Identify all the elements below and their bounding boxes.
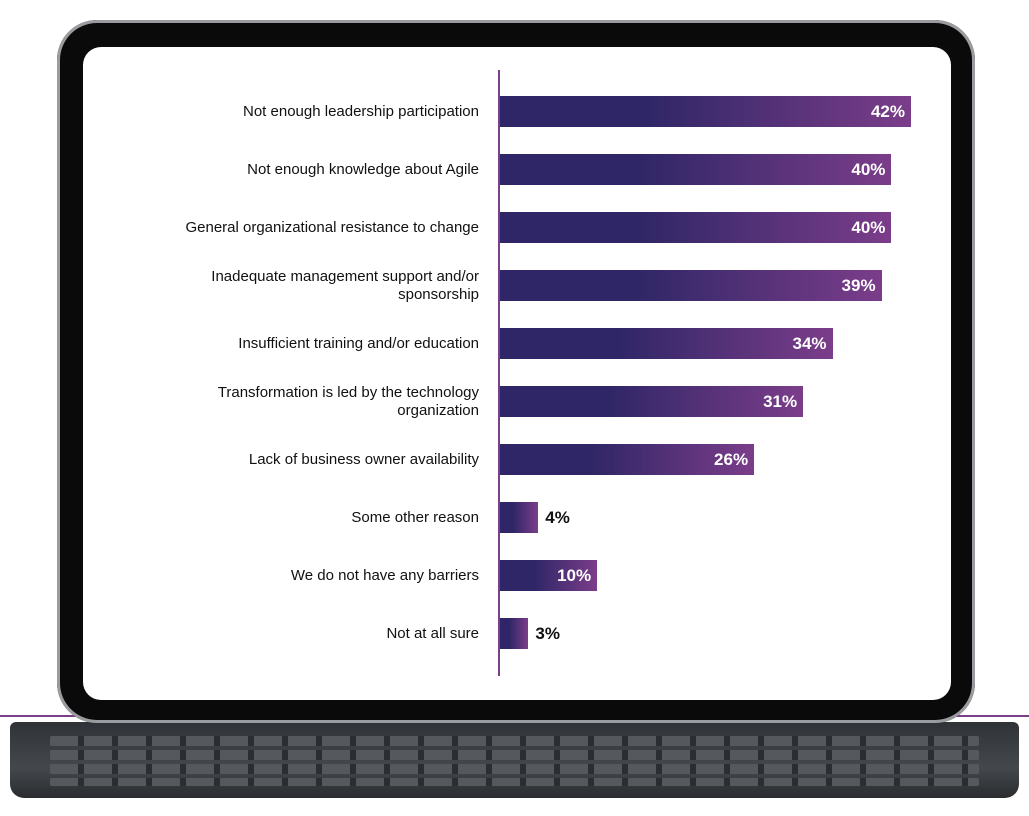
value-label: 40% [851,217,886,237]
tablet-screen [83,47,951,700]
y-axis-line [498,70,500,676]
value-label: 31% [763,391,798,411]
bar-row: General organizational resistance to cha… [0,212,1029,243]
category-label: Inadequate management support and/or spo… [211,267,479,303]
value-label: 3% [535,623,560,643]
category-label: Not enough leadership participation [243,102,479,120]
value-label: 39% [841,275,876,295]
bar-row: Transformation is led by the technology … [0,383,1029,419]
bar [499,212,892,243]
bar [499,328,833,359]
value-label: 4% [545,507,570,527]
value-label: 10% [557,565,592,585]
bar [499,154,892,185]
bar-row: We do not have any barriers 10% [0,560,1029,591]
value-label: 26% [714,449,749,469]
bar-row: Lack of business owner availability 26% [0,444,1029,475]
bar [499,502,539,533]
bar-row: Some other reason 4% [0,502,1029,533]
value-label: 42% [870,101,905,121]
bar [499,386,804,417]
value-label: 40% [851,159,886,179]
bar-row: Not enough leadership participation 42% [0,96,1029,127]
category-label: Insufficient training and/or education [238,334,479,352]
category-label: We do not have any barriers [290,566,479,584]
keyboard-image [10,722,1019,798]
bar-row: Insufficient training and/or education 34… [0,328,1029,359]
category-label: Not at all sure [386,624,479,642]
bar-row: Not enough knowledge about Agile 40% [0,154,1029,185]
category-label: General organizational resistance to cha… [185,218,479,236]
bar [499,444,755,475]
bar [499,560,598,591]
bar [499,270,882,301]
category-label: Not enough knowledge about Agile [247,160,479,178]
category-label: Transformation is led by the technology … [217,383,479,419]
category-label: Lack of business owner availability [248,450,479,468]
bar [499,618,529,649]
bar-row: Inadequate management support and/or spo… [0,267,1029,303]
category-label: Some other reason [351,508,479,526]
value-label: 34% [792,333,827,353]
bar [499,96,911,127]
bar-row: Not at all sure 3% [0,618,1029,649]
